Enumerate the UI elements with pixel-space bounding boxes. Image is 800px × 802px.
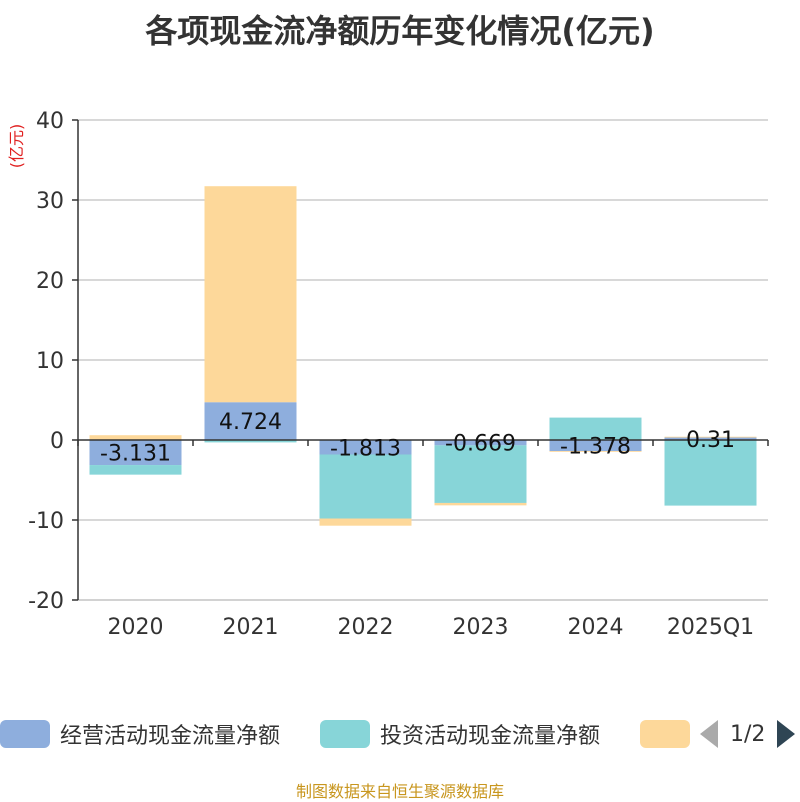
bar-2024-s2 [549,451,642,452]
bar-2020-s1 [89,465,182,475]
x-tick-label: 2025Q1 [667,615,754,640]
bar-2025Q1-s2 [664,436,757,438]
bar-2021-s2 [204,186,297,403]
bar-2021-s0 [204,402,297,440]
legend-item-operating[interactable]: 经营活动现金流量净额 [0,716,280,752]
data-labels: -3.131 4.724 -1.813 -0.669 -1.378 0.31 [100,410,735,466]
y-tick-label: -10 [28,509,64,534]
bar-2020-s0 [89,440,182,466]
x-tick-label: 2021 [223,615,279,640]
data-label-2022: -1.813 [330,436,401,461]
bar-2025Q1-s0 [664,437,757,440]
legend-item-financing[interactable] [640,716,700,752]
legend-item-investing[interactable]: 投资活动现金流量净额 [320,716,600,752]
bar-2024-s0 [549,440,642,452]
legend-swatch-operating [0,720,50,748]
y-tick-label: 30 [36,189,64,214]
x-tick-label: 2024 [568,615,624,640]
bar-2020-s2 [89,435,182,440]
data-source-note: 制图数据来自恒生聚源数据库 [295,782,504,801]
y-tick-label: 0 [50,429,64,454]
x-tick-label: 2020 [108,615,164,640]
data-label-2024: -1.378 [560,435,631,460]
bar-2023-s1 [434,445,527,503]
y-tick-label: 40 [36,109,64,134]
legend-page-indicator: 1/2 [730,721,766,747]
bar-2023-s0 [434,440,527,446]
legend-label-operating: 经营活动现金流量净额 [60,724,281,749]
bar-2023-s2 [434,502,527,506]
bar-2022-s1 [319,454,412,519]
x-tick-label: 2022 [338,615,394,640]
bar-2022-s2 [319,518,412,526]
data-label-2021: 4.724 [219,410,282,435]
legend-pager: 1/2 [700,716,796,752]
y-tick-label: 10 [36,349,64,374]
legend-prev-arrow-icon[interactable] [700,720,718,748]
bar-2021-s1 [204,440,297,443]
legend-label-investing: 投资活动现金流量净额 [380,724,601,749]
legend-next-arrow-icon[interactable] [777,720,796,748]
legend-swatch-investing [320,720,370,748]
legend-swatch-financing [640,720,690,748]
data-label-2023: -0.669 [445,432,516,457]
bars [89,186,757,526]
data-label-2020: -3.131 [100,442,171,467]
data-label-2025Q1: 0.31 [686,428,735,453]
x-tick-label: 2023 [453,615,509,640]
y-tick-label: -20 [28,589,64,614]
chart-title: 各项现金流净额历年变化情况(亿元) [145,12,655,50]
y-axis-unit-label: (亿元) [7,124,26,169]
grid-lines [78,119,768,601]
axes: -20 -10 0 10 20 30 40 2020 2021 2022 2023 2024 2025Q… [28,109,769,640]
bar-2024-s1 [549,417,642,440]
legend: 经营活动现金流量净额 投资活动现金流量净额 1/2 [0,716,800,752]
y-tick-label: 20 [36,269,64,294]
bar-2025Q1-s1 [664,440,757,506]
bar-2022-s0 [319,440,412,455]
